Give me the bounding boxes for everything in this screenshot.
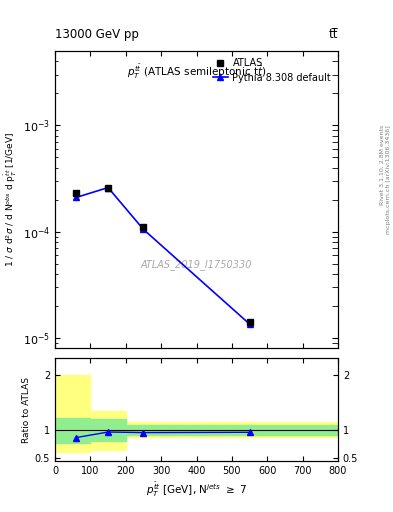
ATLAS — [141, 224, 146, 230]
ATLAS — [247, 319, 252, 326]
Line: ATLAS: ATLAS — [73, 184, 253, 326]
Text: $p_T^{t\bar{t}}$ (ATLAS semileptonic t$\bar{t}$): $p_T^{t\bar{t}}$ (ATLAS semileptonic t$\… — [127, 63, 266, 81]
Pythia 8.308 default — [141, 226, 146, 232]
Y-axis label: Ratio to ATLAS: Ratio to ATLAS — [22, 377, 31, 442]
Text: Rivet 3.1.10, 2.8M events
mcplots.cern.ch [arXiv:1306.3436]: Rivet 3.1.10, 2.8M events mcplots.cern.c… — [380, 125, 391, 233]
Y-axis label: 1 / $\sigma$ d$^2\sigma$ / d N$^{obs}$ d p$_T^{\bar{t}t}$ [1/GeV]: 1 / $\sigma$ d$^2\sigma$ / d N$^{obs}$ d… — [2, 132, 18, 267]
Pythia 8.308 default — [74, 195, 79, 201]
Pythia 8.308 default — [247, 321, 252, 327]
Text: ATLAS_2019_I1750330: ATLAS_2019_I1750330 — [141, 260, 252, 270]
Line: Pythia 8.308 default: Pythia 8.308 default — [73, 184, 253, 328]
ATLAS — [74, 190, 79, 196]
X-axis label: $p_T^{\bar{t}t}$ [GeV], N$^{jets}$ $\geq$ 7: $p_T^{\bar{t}t}$ [GeV], N$^{jets}$ $\geq… — [146, 481, 247, 500]
Legend: ATLAS, Pythia 8.308 default: ATLAS, Pythia 8.308 default — [209, 54, 335, 87]
Text: 13000 GeV pp: 13000 GeV pp — [55, 28, 139, 41]
Text: tt̅: tt̅ — [329, 28, 338, 41]
Pythia 8.308 default — [106, 184, 110, 190]
ATLAS — [106, 184, 110, 190]
